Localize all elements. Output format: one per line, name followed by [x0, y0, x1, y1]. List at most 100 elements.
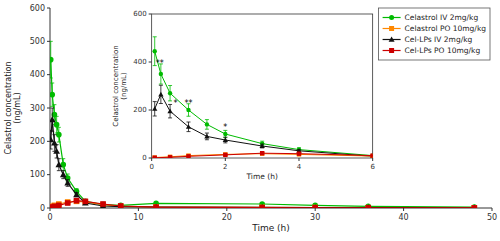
y-axis-label: Celastrol concentration(ng/mL)	[4, 61, 22, 154]
point	[297, 147, 301, 151]
error-bar	[186, 122, 190, 132]
point	[223, 132, 227, 136]
x-tick-label: 10	[133, 213, 143, 222]
error-bar	[153, 102, 157, 116]
y-tick-label: 400	[30, 70, 45, 79]
point	[54, 122, 60, 128]
chart: 010020030040050060001020304050Time (h)Ce…	[0, 0, 500, 241]
point	[56, 132, 62, 138]
y-tick-label: 500	[30, 37, 45, 46]
y-tick	[149, 110, 152, 111]
annotation: **	[184, 99, 192, 108]
point	[56, 203, 62, 208]
point	[168, 155, 172, 158]
point	[74, 199, 80, 205]
x-axis-label: Time (h)	[251, 223, 290, 233]
point	[159, 72, 163, 76]
x-tick	[151, 158, 152, 161]
point	[168, 155, 172, 158]
point	[158, 92, 163, 97]
point	[153, 204, 159, 208]
point	[153, 156, 157, 158]
point	[297, 152, 301, 156]
legend-label: Celastrol IV 2mg/kg	[405, 13, 479, 22]
annotation: *	[174, 99, 178, 108]
point	[83, 199, 89, 205]
point	[223, 153, 227, 157]
point	[312, 205, 318, 208]
y-tick	[149, 62, 152, 63]
point	[60, 171, 67, 177]
legend-label: Cel-LPs PO 10mg/kg	[405, 46, 481, 55]
annotation: *	[223, 123, 227, 132]
error-bar	[159, 85, 163, 103]
point	[186, 153, 190, 157]
point	[260, 151, 264, 155]
point	[205, 122, 209, 126]
point	[64, 180, 71, 186]
point	[73, 191, 80, 197]
point	[118, 204, 124, 208]
plot-frame	[152, 14, 373, 158]
x-tick-label: 0	[149, 163, 153, 171]
error-bar	[168, 86, 172, 101]
point	[65, 199, 71, 205]
label-line: Celastrol concentration	[112, 45, 120, 126]
point	[259, 205, 265, 208]
point	[472, 205, 478, 208]
point	[312, 204, 319, 208]
point	[471, 204, 478, 208]
point	[167, 109, 172, 114]
label-line: (ng/mL)	[120, 72, 128, 100]
point	[100, 202, 106, 208]
point	[223, 137, 228, 142]
series-line	[155, 94, 373, 156]
series	[50, 198, 477, 208]
point	[168, 91, 172, 95]
x-tick-label: 50	[487, 213, 497, 222]
point	[50, 57, 54, 63]
x-tick-label: 6	[370, 163, 375, 171]
point	[51, 140, 58, 146]
y-tick-label: 600	[133, 10, 146, 18]
y-tick-label: 0	[40, 204, 45, 213]
plot-background	[50, 8, 492, 208]
point	[55, 161, 62, 167]
point	[312, 205, 318, 208]
point	[297, 151, 301, 155]
point	[186, 154, 190, 158]
error-bar	[50, 41, 53, 78]
point	[370, 153, 372, 157]
legend-marker	[389, 26, 394, 31]
point	[153, 204, 159, 208]
point	[365, 205, 371, 208]
error-bar	[57, 127, 61, 142]
point	[117, 203, 124, 208]
x-axis-label: Time (h)	[245, 172, 277, 181]
y-tick-label: 300	[30, 104, 45, 113]
series	[153, 37, 373, 158]
point	[186, 108, 190, 112]
point	[472, 204, 478, 208]
point	[365, 204, 372, 208]
label-line: Celastrol concentration	[4, 61, 13, 154]
point	[65, 200, 71, 206]
point	[118, 203, 124, 208]
point	[259, 205, 265, 208]
series	[153, 151, 373, 158]
series	[152, 85, 373, 158]
label-line: (ng/mL)	[13, 92, 22, 123]
point	[74, 198, 80, 204]
error-bar	[55, 116, 59, 133]
point	[50, 92, 55, 98]
point	[365, 205, 371, 208]
y-tick-label: 400	[133, 58, 146, 66]
y-tick-label: 200	[30, 137, 45, 146]
point	[223, 152, 227, 156]
point	[152, 106, 157, 111]
y-tick-label: 200	[133, 106, 146, 114]
error-bar	[223, 137, 227, 143]
point	[118, 203, 124, 208]
legend-frame	[379, 8, 490, 60]
point	[100, 202, 106, 208]
